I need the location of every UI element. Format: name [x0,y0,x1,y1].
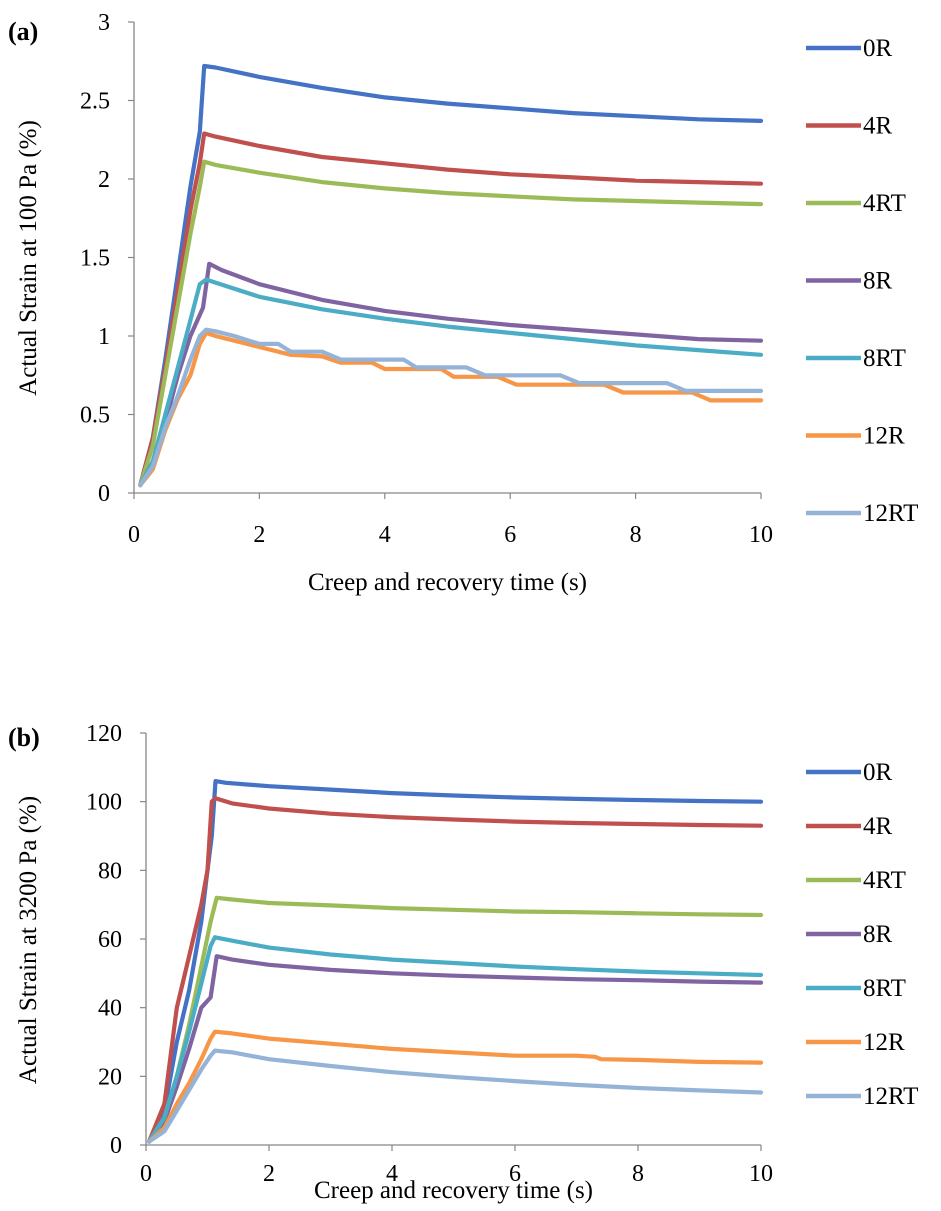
chart-panel-0: 0 0.5 1 1.5 2 2.5 3 0 2 4 6 8 10 Creep and recovery t… [8,10,918,596]
y-tick-label: 1 [98,324,110,350]
series-line-12RT [147,1048,764,1144]
x-tick-label: 4 [386,1161,398,1187]
series-line-8RT [147,935,764,1144]
legend-label-4R: 4R [863,113,893,140]
panel-label: (b) [8,723,40,752]
series-line-12R [147,1029,764,1144]
series-line-8RT [138,277,764,488]
legend-label-8RT: 8RT [863,345,906,372]
legend: 0R 4R 4RT 8R 8RT 12R 12RT [806,35,918,527]
x-tick-label: 8 [632,1161,644,1187]
y-tick-label: 60 [98,927,122,953]
y-axis-title: Actual Strain at 3200 Pa (%) [15,796,42,1084]
legend-label-12R: 12R [863,423,905,450]
legend-label-8RT: 8RT [863,975,906,1002]
y-tick-label: 0 [98,481,110,507]
y-tick-label: 100 [86,790,122,816]
y-tick-label: 1.5 [80,246,110,272]
legend-label-0R: 0R [863,759,893,786]
chart-panel-1: 0 20 40 60 80 100 120 0 2 4 6 8 10 Creep and recovery… [8,721,918,1204]
x-tick-label: 10 [749,522,773,548]
series-line-12R [138,330,764,488]
x-tick-label: 4 [379,522,391,548]
legend-label-8R: 8R [863,921,893,948]
y-tick-label: 120 [86,721,122,747]
legend: 0R 4R 4RT 8R 8RT 12R 12RT [806,759,918,1110]
series-line-4RT [138,159,764,488]
legend-label-12R: 12R [863,1029,905,1056]
y-tick-label: 3 [98,10,110,36]
series-line-4R [147,796,764,1144]
legend-label-4RT: 4RT [863,190,906,217]
y-tick-label: 2.5 [80,89,110,115]
y-tick-label: 80 [98,858,122,884]
legend-label-0R: 0R [863,35,893,62]
x-tick-label: 10 [749,1161,773,1187]
legend-label-4R: 4R [863,813,893,840]
legend-label-8R: 8R [863,268,893,295]
x-tick-label: 0 [140,1161,152,1187]
legend-label-12RT: 12RT [863,500,918,527]
y-tick-label: 0.5 [80,403,110,429]
y-axis-title: Actual Strain at 100 Pa (%) [15,120,42,396]
x-tick-label: 0 [128,522,140,548]
legend-label-12RT: 12RT [863,1083,918,1110]
x-tick-label: 8 [630,522,642,548]
x-axis-title: Creep and recovery time (s) [308,569,587,596]
y-tick-label: 0 [110,1133,122,1159]
series-line-4RT [147,895,764,1144]
x-tick-label: 6 [509,1161,521,1187]
legend-label-4RT: 4RT [863,867,906,894]
y-tick-label: 40 [98,996,122,1022]
series-line-0R [147,779,764,1144]
x-axis-title: Creep and recovery time (s) [314,1177,593,1204]
series-line-12RT [138,327,764,488]
y-tick-label: 20 [98,1064,122,1090]
x-tick-label: 6 [504,522,516,548]
x-tick-label: 2 [263,1161,275,1187]
x-tick-label: 2 [253,522,265,548]
series-line-4R [138,131,764,488]
y-tick-label: 2 [98,167,110,193]
series-line-8R [147,954,764,1144]
panel-label: (a) [8,17,38,46]
